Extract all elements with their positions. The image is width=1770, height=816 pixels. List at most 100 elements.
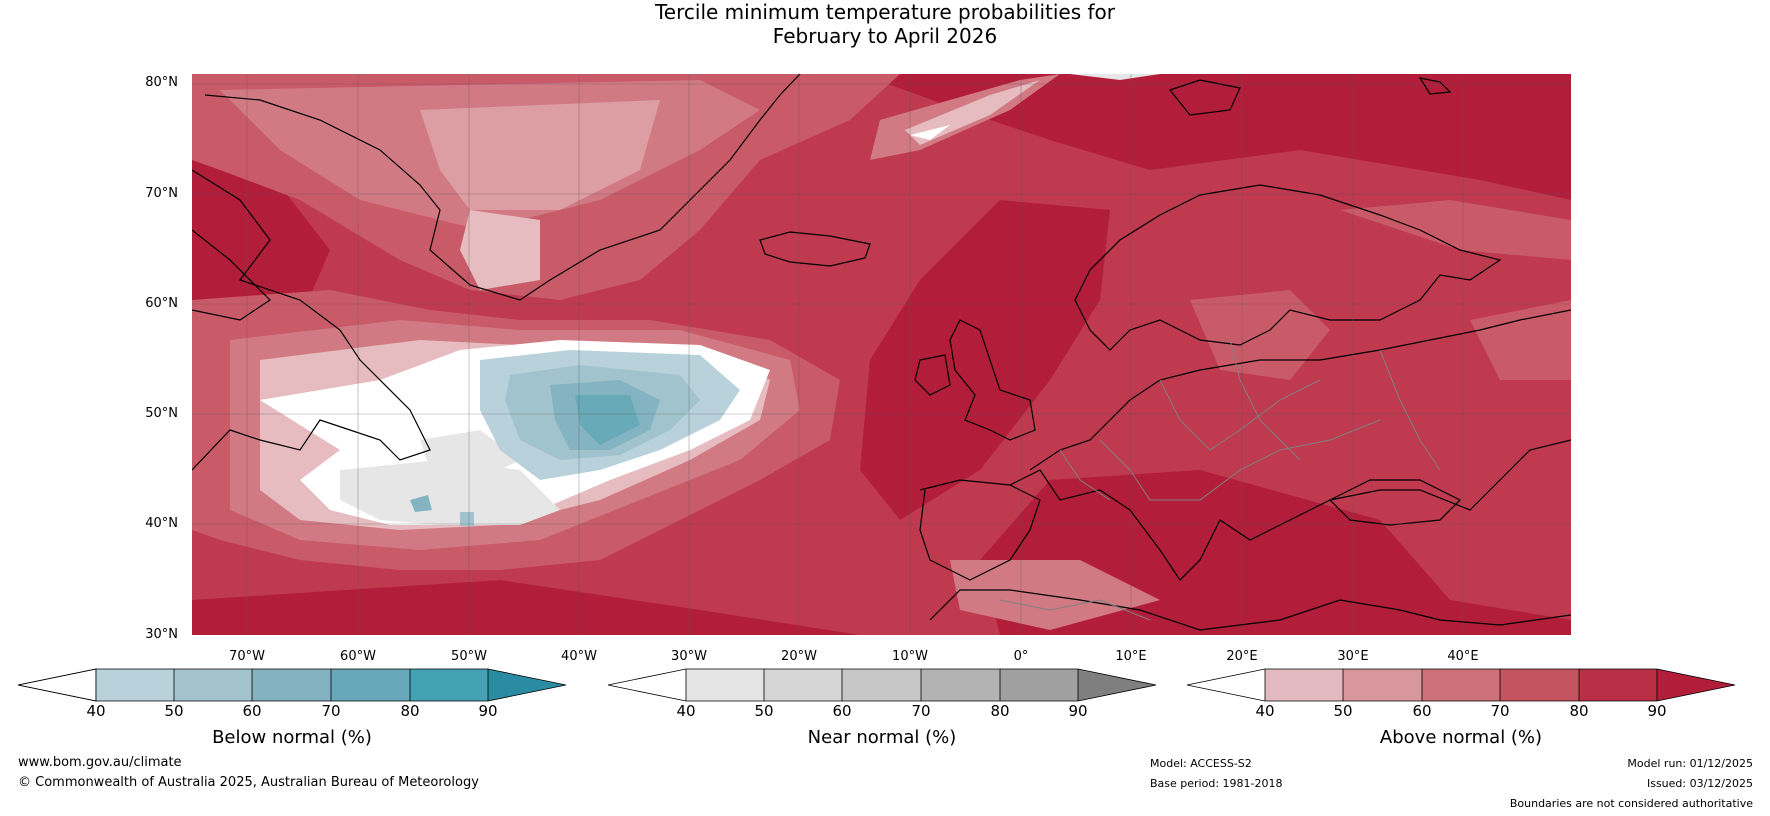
colorbar-below-min-arrow bbox=[17, 668, 97, 702]
lon-label-60w: 60°W bbox=[340, 649, 376, 664]
colorbar-near-min-arrow bbox=[608, 669, 686, 701]
lon-label-30e: 30°E bbox=[1337, 649, 1369, 664]
colorbar-below-tick: 80 bbox=[400, 702, 420, 720]
field-above-90-atlantic bbox=[860, 200, 1110, 520]
colorbar-near-label: Near normal (%) bbox=[807, 727, 957, 748]
field-below-spot bbox=[410, 495, 432, 512]
footer-model: Model: ACCESS-S2 bbox=[1150, 757, 1252, 770]
colorbar-below-tick: 40 bbox=[86, 702, 106, 720]
colorbar-near-seg-4 bbox=[921, 669, 1000, 701]
lat-label-40n: 40°N bbox=[145, 516, 178, 531]
title-line-1: Tercile minimum temperature probabilitie… bbox=[654, 0, 1116, 24]
colorbar-above-tick: 90 bbox=[1647, 702, 1667, 720]
colorbar-near-tick: 90 bbox=[1068, 702, 1088, 720]
colorbar-near bbox=[607, 668, 1157, 702]
lat-label-80n: 80°N bbox=[145, 75, 178, 90]
colorbar-above bbox=[1186, 668, 1736, 702]
colorbar-above-label: Above normal (%) bbox=[1379, 727, 1543, 748]
coast-africa bbox=[929, 589, 1571, 631]
colorbar-near-seg-5 bbox=[1000, 669, 1078, 701]
field-near-40-b bbox=[420, 430, 520, 480]
lon-label-70w: 70°W bbox=[229, 649, 265, 664]
field-above-50-africa bbox=[950, 560, 1160, 630]
lat-label-70n: 70°N bbox=[145, 186, 178, 201]
colorbar-below-tick: 70 bbox=[321, 702, 341, 720]
colorbar-above-seg-3 bbox=[1422, 669, 1500, 701]
colorbar-below-seg-1 bbox=[96, 669, 174, 701]
coast-baffin bbox=[192, 229, 271, 321]
colorbar-near-seg-1 bbox=[686, 669, 764, 701]
field-above-40-greenland-south bbox=[460, 210, 540, 290]
coast-iceland bbox=[759, 231, 871, 267]
field-below-spot-b bbox=[460, 512, 474, 526]
lon-label-10w: 10°W bbox=[892, 649, 928, 664]
field-above-40-greenland bbox=[420, 100, 660, 210]
lon-label-40e: 40°E bbox=[1447, 649, 1479, 664]
lon-label-20e: 20°E bbox=[1226, 649, 1258, 664]
field-above-90-south bbox=[192, 580, 860, 635]
field-white-arctic bbox=[910, 125, 950, 140]
colorbar-above-tick: 80 bbox=[1569, 702, 1589, 720]
coast-south-europe bbox=[919, 439, 1571, 581]
field-above-60-russia bbox=[1340, 200, 1571, 260]
field-above-60-east bbox=[1470, 300, 1571, 380]
lon-label-0: 0° bbox=[1013, 649, 1029, 664]
colorbar-below bbox=[17, 668, 567, 702]
footer-issued: Issued: 03/12/2025 bbox=[1646, 777, 1753, 790]
colorbar-near-seg-2 bbox=[764, 669, 842, 701]
footer-model-run: Model run: 01/12/2025 bbox=[1627, 757, 1753, 770]
colorbar-above-seg-5 bbox=[1579, 669, 1657, 701]
colorbar-below-label: Below normal (%) bbox=[212, 727, 372, 748]
colorbar-below-tick: 90 bbox=[478, 702, 498, 720]
lat-label-30n: 30°N bbox=[145, 627, 178, 642]
colorbar-near-tick: 40 bbox=[676, 702, 696, 720]
colorbar-above-tick: 40 bbox=[1255, 702, 1275, 720]
colorbar-near-tick: 70 bbox=[911, 702, 931, 720]
coast-svalbard bbox=[1168, 79, 1241, 116]
coast-franz-josef bbox=[1418, 77, 1452, 95]
coast-scandinavia bbox=[1074, 184, 1502, 351]
colorbar-near-seg-3 bbox=[842, 669, 921, 701]
field-near-arctic bbox=[1070, 74, 1160, 80]
map-field bbox=[192, 74, 1571, 635]
lat-label-50n: 50°N bbox=[145, 406, 178, 421]
lon-label-20w: 20°W bbox=[781, 649, 817, 664]
footer-website: www.bom.gov.au/climate bbox=[18, 755, 182, 770]
field-below-70 bbox=[575, 395, 640, 445]
colorbar-above-max-arrow bbox=[1657, 669, 1735, 701]
colorbar-below-seg-5 bbox=[410, 669, 488, 701]
lon-label-10e: 10°E bbox=[1115, 649, 1147, 664]
coast-black-sea bbox=[1328, 479, 1462, 526]
coast-canada bbox=[192, 169, 431, 471]
colorbar-near-tick: 60 bbox=[832, 702, 852, 720]
coast-north-europe bbox=[1029, 309, 1571, 471]
footer-disclaimer: Boundaries are not considered authoritat… bbox=[1509, 797, 1753, 810]
footer-base-period: Base period: 1981-2018 bbox=[1150, 777, 1283, 790]
footer-copyright: © Commonwealth of Australia 2025, Austra… bbox=[18, 775, 479, 790]
colorbar-above-tick: 70 bbox=[1490, 702, 1510, 720]
colorbar-above-tick: 50 bbox=[1333, 702, 1353, 720]
field-above-90-north bbox=[860, 74, 1571, 200]
lon-label-30w: 30°W bbox=[671, 649, 707, 664]
lon-label-50w: 50°W bbox=[451, 649, 487, 664]
coast-ireland bbox=[914, 354, 951, 396]
colorbar-below-tick: 50 bbox=[164, 702, 184, 720]
field-near-40 bbox=[340, 460, 560, 525]
title-line-2: February to April 2026 bbox=[772, 24, 998, 48]
coast-iberia bbox=[919, 484, 1041, 581]
coast-greenland bbox=[204, 74, 801, 301]
colorbar-below-seg-4 bbox=[331, 669, 410, 701]
colorbar-below-max-arrow bbox=[488, 669, 566, 701]
colorbar-near-max-arrow bbox=[1078, 669, 1156, 701]
graticule bbox=[192, 74, 1571, 635]
map-title: Tercile minimum temperature probabilitie… bbox=[0, 0, 1770, 48]
colorbar-above-seg-2 bbox=[1343, 669, 1422, 701]
colorbar-above-min-arrow bbox=[1187, 669, 1265, 701]
colorbar-below-seg-3 bbox=[252, 669, 331, 701]
colorbar-near-tick: 50 bbox=[754, 702, 774, 720]
field-above-90-west bbox=[192, 150, 330, 330]
colorbar-near-tick: 80 bbox=[990, 702, 1010, 720]
country-borders bbox=[999, 339, 1441, 621]
lon-label-40w: 40°W bbox=[561, 649, 597, 664]
